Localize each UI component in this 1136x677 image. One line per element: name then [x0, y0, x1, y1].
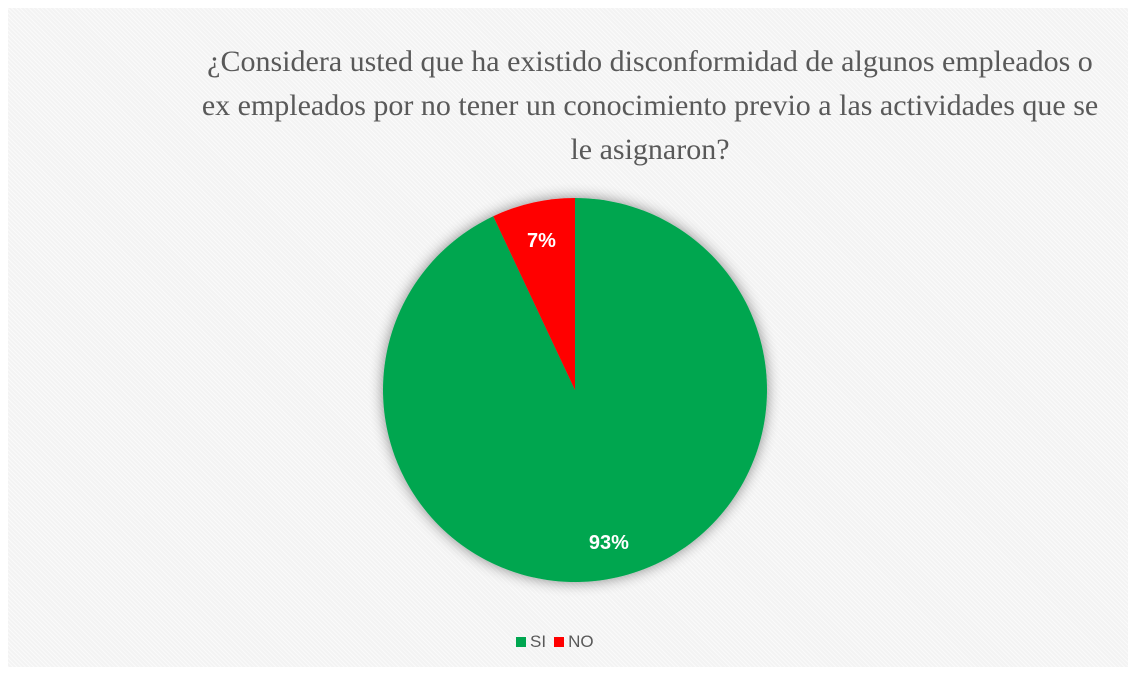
- legend-swatch-si: [516, 637, 526, 647]
- legend-label-si: SI: [530, 632, 547, 651]
- chart-legend: SI NO: [516, 631, 594, 653]
- pie-slice-no: [493, 198, 575, 390]
- pie-data-labels: 93% 7%: [527, 230, 629, 554]
- legend-label-no: NO: [568, 632, 594, 651]
- legend-item-si: SI: [516, 632, 546, 652]
- legend-item-no: NO: [554, 632, 594, 652]
- legend-swatch-no: [554, 637, 565, 647]
- pie-slices: [382, 198, 768, 582]
- data-label-no: 7%: [527, 230, 556, 252]
- chart-title: ¿Considera usted que ha existido disconf…: [201, 45, 1099, 166]
- data-label-si: 93%: [589, 532, 629, 554]
